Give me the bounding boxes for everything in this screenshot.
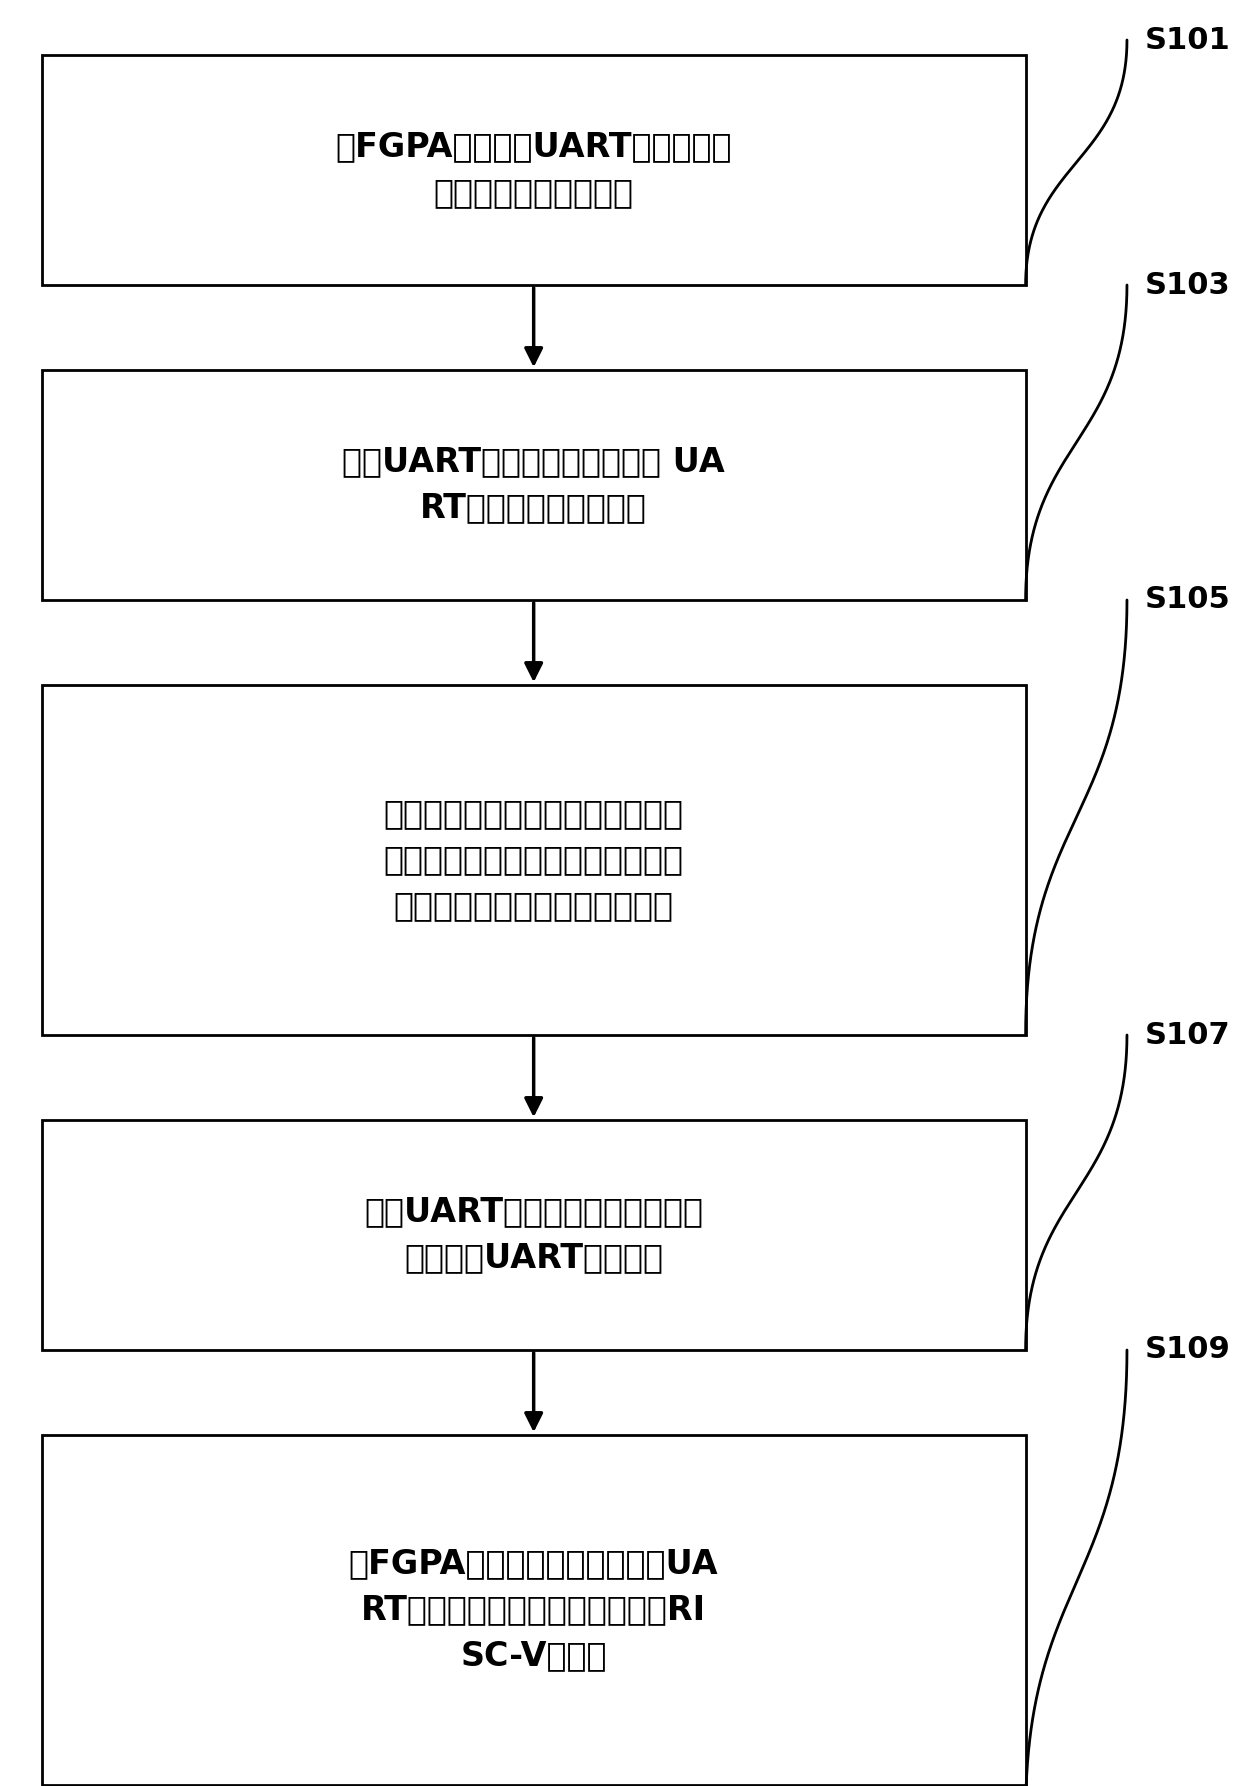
Text: S101: S101 xyxy=(1145,25,1230,55)
Bar xyxy=(42,1434,1025,1784)
Text: 在终端，将操作状态解析为工作指
令，显示工作指令，并接收使用者
基于工作指令而确定的调试指令: 在终端，将操作状态解析为工作指 令，显示工作指令，并接收使用者 基于工作指令而确… xyxy=(383,798,683,923)
Text: 通过UART接口，将操作状态从 UA
RT调试模块发送到终端: 通过UART接口，将操作状态从 UA RT调试模块发送到终端 xyxy=(342,445,725,525)
Text: S103: S103 xyxy=(1145,270,1230,300)
Text: S109: S109 xyxy=(1145,1336,1231,1365)
Bar xyxy=(42,55,1025,286)
Text: 通过UART接口，将调试指令从终
端发送到UART调试模块: 通过UART接口，将调试指令从终 端发送到UART调试模块 xyxy=(365,1195,703,1275)
Bar xyxy=(42,370,1025,600)
Text: S107: S107 xyxy=(1145,1020,1230,1050)
Bar xyxy=(42,686,1025,1036)
Text: 在FGPA中，根据调试指令使用UA
RT调试模块通过系统总线来调试RI
SC-V控制器: 在FGPA中，根据调试指令使用UA RT调试模块通过系统总线来调试RI SC-V… xyxy=(348,1547,718,1672)
Bar xyxy=(42,1120,1025,1350)
Text: 在FGPA中，使用UART调试模块从
系统总线获取操作状态: 在FGPA中，使用UART调试模块从 系统总线获取操作状态 xyxy=(336,130,732,209)
Text: S105: S105 xyxy=(1145,586,1230,614)
